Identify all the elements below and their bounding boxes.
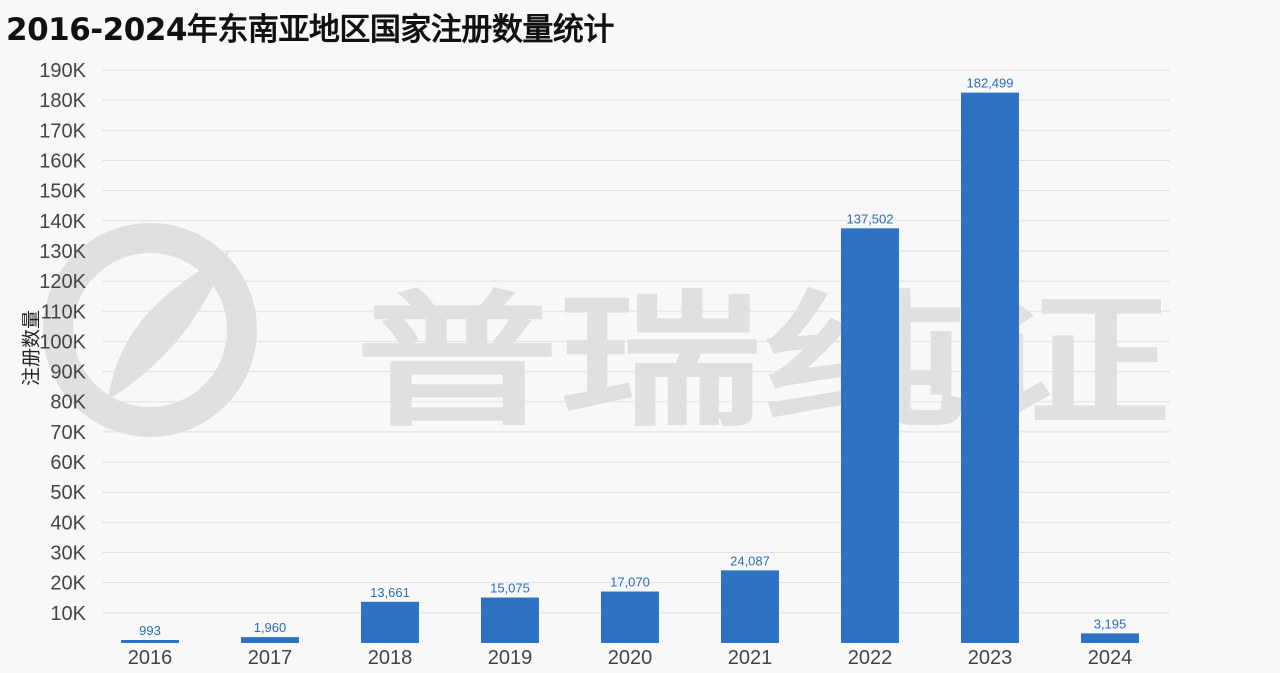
y-tick-labels: 10K 20K 30K 40K 50K 60K 70K 80K 90K 100K 110K 120K 1… [39, 60, 86, 625]
watermark-logo: 普瑞纯证 [43, 223, 1170, 447]
bar [361, 601, 419, 643]
y-tick-label: 30K [50, 543, 86, 565]
y-tick-label: 120K [39, 271, 86, 293]
bar [121, 640, 179, 643]
y-tick-label: 50K [50, 482, 86, 504]
x-tick-labels: 2016 2017 2018 2019 2020 2021 2022 2023 2024 [128, 647, 1133, 669]
y-tick-label: 80K [50, 392, 86, 414]
bar [841, 228, 899, 643]
x-tick-label: 2016 [128, 647, 173, 669]
y-tick-label: 140K [39, 211, 86, 233]
y-tick-label: 150K [39, 181, 86, 203]
x-tick-label: 2021 [728, 647, 773, 669]
y-tick-label: 40K [50, 512, 86, 534]
bar [241, 637, 299, 643]
chart-title: 2016-2024年东南亚地区国家注册数量统计 [6, 12, 614, 48]
bar [961, 92, 1019, 643]
bar [721, 570, 779, 643]
data-label: 3,195 [1094, 616, 1127, 631]
x-tick-label: 2024 [1088, 647, 1133, 669]
bar [481, 597, 539, 643]
x-tick-label: 2017 [248, 647, 293, 669]
y-tick-label: 20K [50, 573, 86, 595]
x-tick-label: 2018 [368, 647, 413, 669]
data-label: 24,087 [730, 553, 770, 568]
bar [1081, 633, 1139, 643]
x-tick-label: 2023 [968, 647, 1013, 669]
data-label: 137,502 [847, 211, 894, 226]
y-tick-label: 160K [39, 150, 86, 172]
y-tick-label: 10K [50, 603, 86, 625]
y-tick-label: 170K [39, 120, 86, 142]
data-label: 1,960 [254, 620, 287, 635]
x-tick-label: 2019 [488, 647, 533, 669]
y-tick-label: 110K [41, 301, 87, 323]
bars [121, 92, 1139, 643]
data-labels: 993 1,960 13,661 15,075 17,070 24,087 137,502 1… [139, 76, 1126, 638]
y-tick-label: 70K [50, 422, 86, 444]
bar [601, 591, 659, 643]
y-tick-label: 190K [39, 60, 86, 82]
data-label: 993 [139, 623, 161, 638]
data-label: 15,075 [490, 581, 530, 596]
y-tick-label: 100K [39, 331, 86, 353]
x-tick-label: 2022 [848, 647, 893, 669]
data-label: 17,070 [610, 575, 650, 590]
y-tick-label: 90K [50, 362, 86, 384]
y-tick-label: 130K [39, 241, 86, 263]
y-tick-label: 60K [50, 452, 86, 474]
data-label: 182,499 [967, 76, 1014, 91]
data-label: 13,661 [370, 585, 410, 600]
watermark-text: 普瑞纯证 [355, 278, 1170, 447]
x-tick-label: 2020 [608, 647, 653, 669]
y-tick-label: 180K [39, 90, 86, 112]
